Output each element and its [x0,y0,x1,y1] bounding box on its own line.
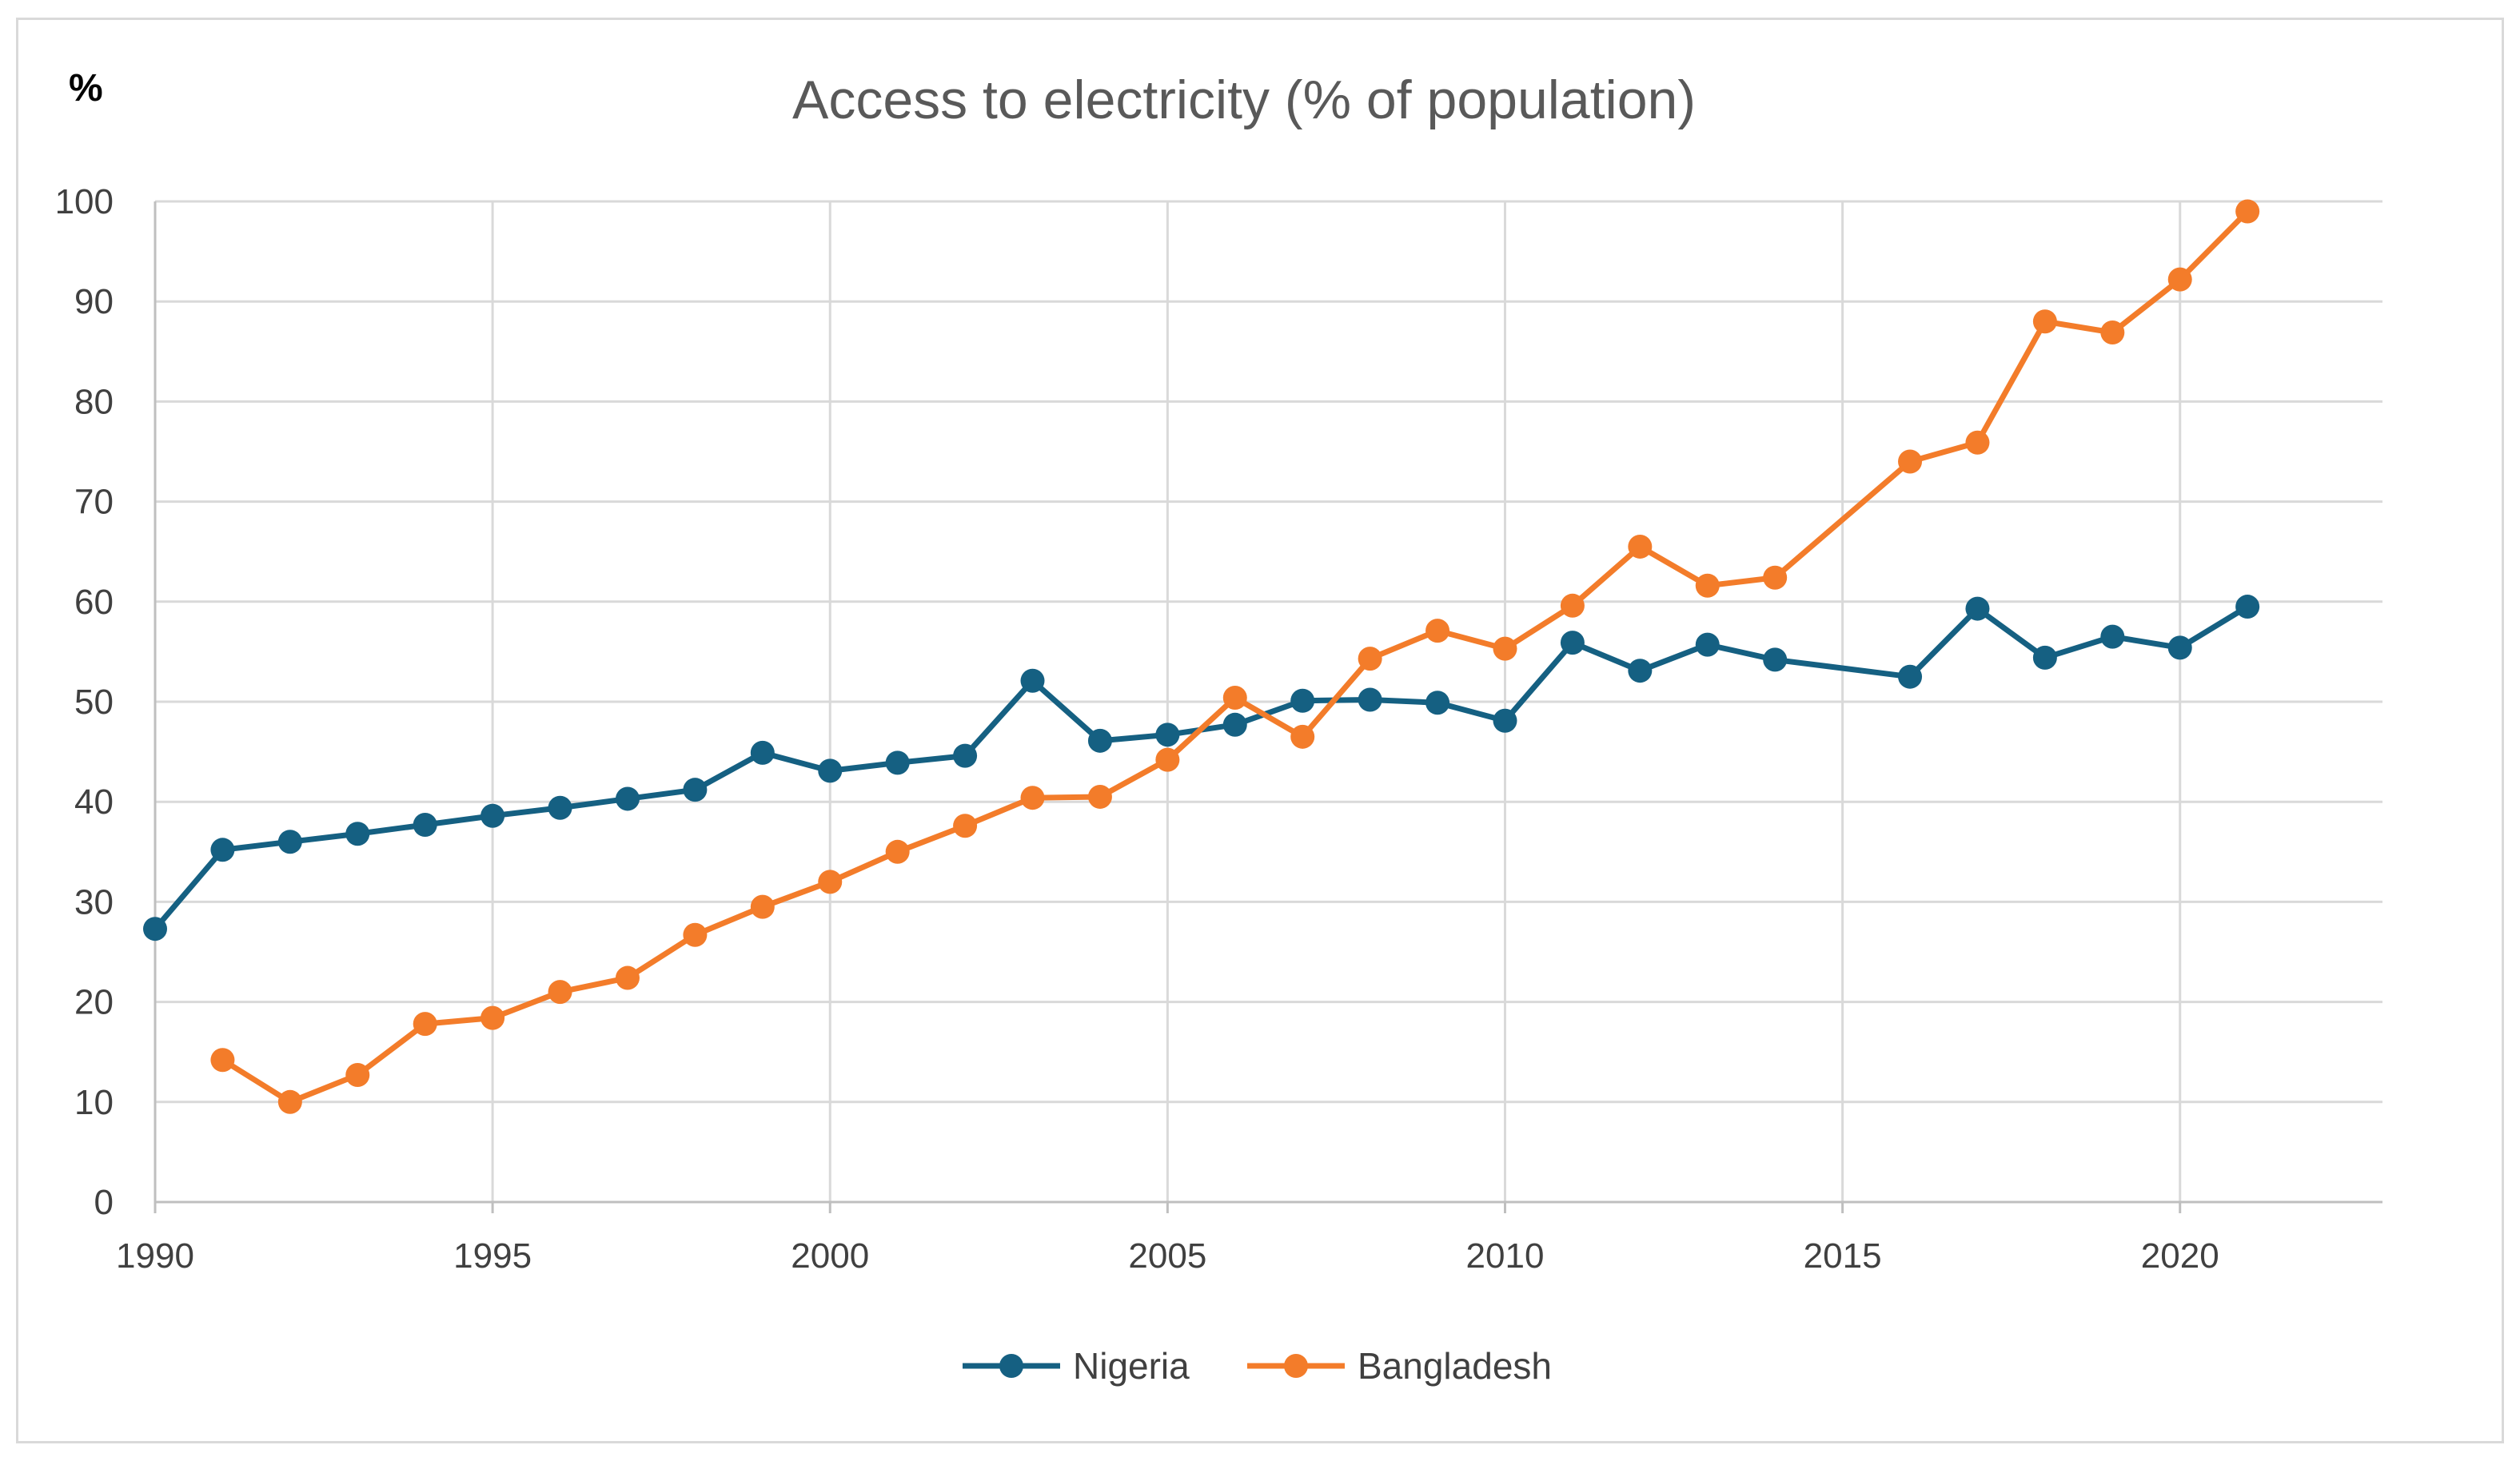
data-point-bangladesh [413,1012,437,1037]
y-tick-label: 40 [74,782,114,822]
data-point-nigeria [2235,595,2260,619]
data-point-bangladesh [683,922,708,947]
data-point-bangladesh [2032,309,2057,334]
data-point-nigeria [413,812,437,837]
y-tick-label: 30 [74,882,114,922]
data-point-nigeria [1358,687,1382,712]
data-point-nigeria [277,830,302,854]
data-point-bangladesh [480,1005,505,1030]
y-tick-label: 100 [55,182,114,221]
data-point-bangladesh [885,839,910,864]
legend-item-bangladesh: Bangladesh [1247,1345,1552,1387]
series-bangladesh [210,199,2260,1114]
data-point-bangladesh [1087,784,1112,809]
data-point-nigeria [2032,645,2057,670]
data-point-bangladesh [1695,573,1720,598]
data-point-nigeria [683,778,708,802]
data-point-bangladesh [1560,593,1585,618]
y-tick-label: 10 [74,1083,114,1122]
data-point-bangladesh [277,1089,302,1114]
series-group [143,199,2260,1114]
data-point-bangladesh [2167,267,2192,292]
data-point-nigeria [1155,723,1180,747]
x-tick-label: 2010 [1466,1236,1545,1276]
y-tick-label: 70 [74,483,114,522]
gridlines [155,200,2382,1202]
data-point-nigeria [750,740,775,765]
legend-label: Bangladesh [1358,1345,1552,1387]
data-point-bangladesh [1628,534,1653,559]
data-point-nigeria [1493,708,1517,733]
data-point-bangladesh [2100,320,2125,345]
y-tick-label: 80 [74,382,114,421]
legend-swatch-marker [1284,1354,1308,1378]
data-point-bangladesh [1155,747,1180,772]
data-point-bangladesh [1290,724,1315,749]
data-point-nigeria [1290,688,1315,713]
x-tick-label: 2020 [2141,1236,2219,1276]
data-point-bangladesh [1020,786,1045,810]
y-tick-label: 60 [74,583,114,622]
series-line-bangladesh [219,209,2251,1105]
data-point-bangladesh [750,894,775,919]
data-point-nigeria [1425,691,1450,715]
data-point-nigeria [548,795,572,820]
data-point-nigeria [1087,728,1112,753]
series-line-nigeria [152,603,2251,932]
y-tick-label: 50 [74,683,114,722]
data-point-bangladesh [1763,565,1788,590]
data-point-bangladesh [1898,449,1923,474]
legend-swatch-marker [999,1354,1023,1378]
x-tick-label: 2015 [1804,1236,1882,1276]
data-point-nigeria [480,803,505,828]
legend-label: Nigeria [1073,1345,1190,1387]
data-point-bangladesh [1425,619,1450,643]
data-point-nigeria [1628,659,1653,683]
x-tick-label: 2005 [1128,1236,1206,1276]
y-axis-unit-label: % [69,67,103,109]
data-point-bangladesh [345,1062,370,1087]
data-point-nigeria [1965,596,1990,621]
data-point-nigeria [2167,635,2192,660]
chart-title: Access to electricity (% of population) [792,70,1696,130]
data-point-nigeria [143,917,167,941]
data-point-bangladesh [1358,647,1382,671]
series-nigeria [143,595,2260,941]
y-tick-label: 0 [94,1183,114,1222]
data-point-nigeria [885,750,910,775]
data-point-nigeria [345,822,370,846]
data-point-bangladesh [1493,636,1517,661]
y-tick-label: 20 [74,983,114,1022]
chart-frame [16,18,2504,1443]
data-point-bangladesh [953,814,978,838]
data-point-nigeria [818,758,843,783]
data-point-nigeria [1222,712,1247,737]
data-point-bangladesh [2235,199,2260,224]
x-tick-label: 1990 [116,1236,194,1276]
data-point-nigeria [1560,631,1585,655]
data-point-bangladesh [818,870,843,894]
data-point-bangladesh [615,965,640,990]
legend: Nigeria Bangladesh [963,1345,1552,1387]
data-point-nigeria [615,786,640,811]
axes: 0 10 20 30 40 50 60 70 80 90 100 1990 1995 2000 2005 20… [55,182,2382,1276]
data-point-nigeria [1020,668,1045,693]
data-point-bangladesh [1222,685,1247,710]
data-point-bangladesh [210,1048,235,1073]
x-tick-label: 2000 [791,1236,869,1276]
data-point-nigeria [1763,647,1788,672]
data-point-nigeria [953,743,978,768]
data-point-nigeria [2100,624,2125,649]
data-point-nigeria [1898,664,1923,689]
x-tick-label: 1995 [453,1236,532,1276]
data-point-bangladesh [1965,430,1990,455]
data-point-nigeria [210,838,235,862]
y-tick-label: 90 [74,282,114,321]
data-point-bangladesh [548,980,572,1005]
legend-item-nigeria: Nigeria [963,1345,1190,1387]
data-point-nigeria [1695,632,1720,657]
